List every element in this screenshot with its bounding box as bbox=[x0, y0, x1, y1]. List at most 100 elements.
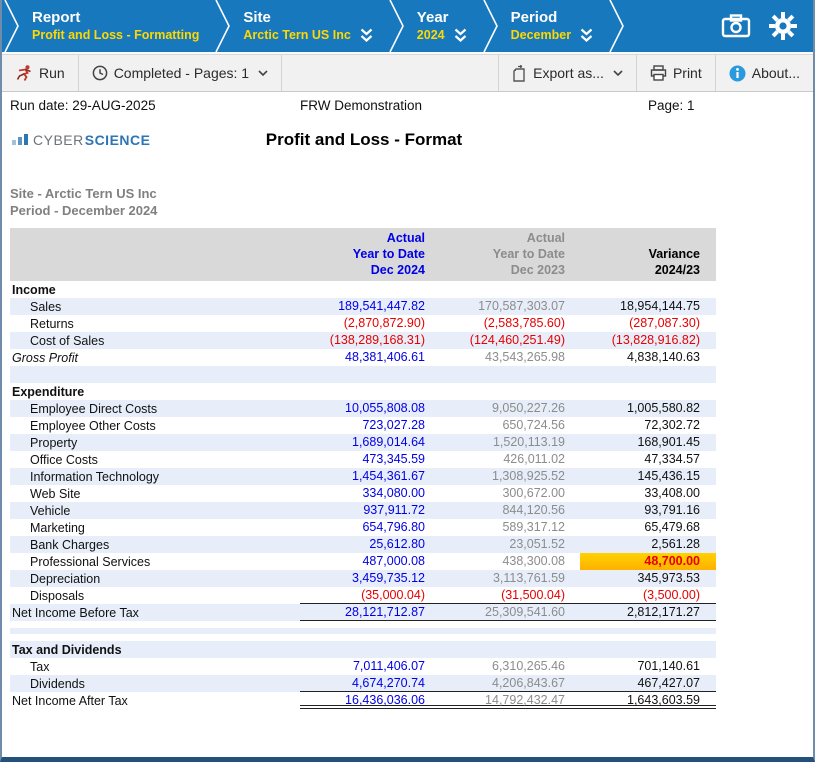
table-row: Office Costs473,345.59426,011.0247,334.5… bbox=[10, 451, 716, 468]
table-row: Income bbox=[10, 281, 716, 298]
breadcrumb-title: Site bbox=[243, 9, 372, 27]
row-value: 9,050,227.26 bbox=[440, 400, 580, 417]
export-document-icon bbox=[512, 65, 527, 82]
row-label: Cost of Sales bbox=[10, 334, 300, 348]
breadcrumb-separator bbox=[2, 0, 22, 52]
about-button[interactable]: About... bbox=[716, 55, 813, 91]
page-number: Page: 1 bbox=[648, 98, 695, 113]
row-value: 43,543,265.98 bbox=[440, 349, 580, 366]
blank-row bbox=[10, 621, 716, 628]
table-row: Employee Direct Costs10,055,808.089,050,… bbox=[10, 400, 716, 417]
row-value: (13,828,916.82) bbox=[580, 332, 716, 349]
row-label: Returns bbox=[10, 317, 300, 331]
row-label: Bank Charges bbox=[10, 538, 300, 552]
row-value: 844,120.56 bbox=[440, 502, 580, 519]
column-header-2: Actual Year to Date Dec 2023 bbox=[440, 230, 580, 278]
row-value: 467,427.07 bbox=[580, 675, 716, 692]
print-button[interactable]: Print bbox=[637, 55, 716, 91]
row-value: 345,973.53 bbox=[580, 570, 716, 587]
breadcrumb-title: Period bbox=[511, 9, 593, 27]
row-value: (124,460,251.49) bbox=[440, 332, 580, 349]
row-value: 2,561.28 bbox=[580, 536, 716, 553]
table-header: Actual Year to Date Dec 2024Actual Year … bbox=[10, 228, 716, 281]
row-label: Tax bbox=[10, 660, 300, 674]
breadcrumb-separator bbox=[213, 0, 233, 52]
run-button[interactable]: Run bbox=[2, 55, 79, 91]
row-value: 6,310,265.46 bbox=[440, 658, 580, 675]
breadcrumb-item-site[interactable]: Site Arctic Tern US Inc bbox=[233, 0, 386, 52]
table-row: Depreciation3,459,735.123,113,761.59345,… bbox=[10, 570, 716, 587]
row-value: 14,792,432.47 bbox=[440, 692, 580, 709]
row-value: 16,436,036.06 bbox=[300, 692, 440, 709]
row-label: Dividends bbox=[10, 677, 300, 691]
table-row: Tax and Dividends bbox=[10, 641, 716, 658]
row-value: 28,121,712.87 bbox=[300, 604, 440, 621]
breadcrumb-separator bbox=[607, 0, 627, 52]
row-value: 33,408.00 bbox=[580, 485, 716, 502]
row-value: 3,113,761.59 bbox=[440, 570, 580, 587]
breadcrumb-title: Year bbox=[417, 9, 467, 27]
table-row: Sales189,541,447.82170,587,303.0718,954,… bbox=[10, 298, 716, 315]
table-row: Property1,689,014.641,520,113.19168,901.… bbox=[10, 434, 716, 451]
runner-icon bbox=[15, 64, 33, 82]
status-label: Completed - Pages: 1 bbox=[114, 65, 249, 81]
row-value: 168,901.45 bbox=[580, 434, 716, 451]
table-row: Net Income After Tax16,436,036.0614,792,… bbox=[10, 692, 716, 709]
logo-text-gray: CYBER bbox=[33, 132, 84, 148]
pl-table: Actual Year to Date Dec 2024Actual Year … bbox=[10, 228, 716, 709]
screenshot-camera-icon[interactable] bbox=[721, 14, 751, 38]
row-value: 937,911.72 bbox=[300, 502, 440, 519]
table-row: Dividends4,674,270.744,206,843.67467,427… bbox=[10, 675, 716, 692]
table-row: Professional Services487,000.08438,300.0… bbox=[10, 553, 716, 570]
report-subtitle: FRW Demonstration bbox=[300, 98, 540, 113]
row-value: 487,000.08 bbox=[300, 553, 440, 570]
column-header-1: Actual Year to Date Dec 2024 bbox=[300, 230, 440, 278]
table-row: Disposals(35,000.04)(31,500.04)(3,500.00… bbox=[10, 587, 716, 604]
row-value: 47,334.57 bbox=[580, 451, 716, 468]
row-value: 18,954,144.75 bbox=[580, 298, 716, 315]
row-value: (31,500.04) bbox=[440, 587, 580, 604]
table-body: IncomeSales189,541,447.82170,587,303.071… bbox=[10, 281, 716, 709]
row-label: Disposals bbox=[10, 589, 300, 603]
status-pages-dropdown[interactable]: Completed - Pages: 1 bbox=[79, 55, 282, 91]
row-value: 25,612.80 bbox=[300, 536, 440, 553]
row-value: 189,541,447.82 bbox=[300, 298, 440, 315]
row-value: 23,051.52 bbox=[440, 536, 580, 553]
breadcrumb-item-year[interactable]: Year 2024 bbox=[407, 0, 481, 52]
breadcrumb-value: Arctic Tern US Inc bbox=[243, 27, 350, 43]
row-value: 300,672.00 bbox=[440, 485, 580, 502]
row-value: 93,791.16 bbox=[580, 502, 716, 519]
row-value: (2,583,785.60) bbox=[440, 315, 580, 332]
row-label: Gross Profit bbox=[10, 351, 300, 365]
chevron-down-icon bbox=[258, 70, 268, 76]
printer-icon bbox=[650, 65, 667, 81]
info-icon bbox=[729, 65, 746, 82]
settings-gear-icon[interactable] bbox=[769, 12, 797, 40]
row-label: Marketing bbox=[10, 521, 300, 535]
row-value: 48,700.00 bbox=[580, 553, 716, 570]
table-row: Web Site334,080.00300,672.0033,408.00 bbox=[10, 485, 716, 502]
table-row: Net Income Before Tax28,121,712.8725,309… bbox=[10, 604, 716, 621]
row-value: 25,309,541.60 bbox=[440, 604, 580, 621]
row-value: (138,289,168.31) bbox=[300, 332, 440, 349]
row-value: 4,838,140.63 bbox=[580, 349, 716, 366]
double-chevron-down-icon bbox=[454, 28, 467, 43]
breadcrumb-item-report[interactable]: Report Profit and Loss - Formatting bbox=[22, 0, 213, 52]
row-label: Net Income Before Tax bbox=[10, 606, 300, 620]
app-window: Report Profit and Loss - Formatting Site… bbox=[0, 0, 815, 762]
row-value: 2,812,171.27 bbox=[580, 604, 716, 621]
breadcrumb-item-period[interactable]: Period December bbox=[501, 0, 607, 52]
logo-text-blue: SCIENCE bbox=[85, 132, 151, 148]
table-row: Employee Other Costs723,027.28650,724.56… bbox=[10, 417, 716, 434]
row-value: (2,870,872.90) bbox=[300, 315, 440, 332]
breadcrumb-value: December bbox=[511, 27, 571, 43]
table-row: Gross Profit48,381,406.6143,543,265.984,… bbox=[10, 349, 716, 366]
breadcrumb-value: Profit and Loss - Formatting bbox=[32, 27, 199, 43]
double-chevron-down-icon bbox=[360, 28, 373, 43]
row-value: 4,206,843.67 bbox=[440, 675, 580, 692]
row-label: Web Site bbox=[10, 487, 300, 501]
export-as-dropdown[interactable]: Export as... bbox=[499, 55, 637, 91]
row-label: Net Income After Tax bbox=[10, 694, 300, 708]
site-label: Site - Arctic Tern US Inc bbox=[10, 185, 805, 202]
run-date: Run date: 29-AUG-2025 bbox=[10, 98, 300, 113]
